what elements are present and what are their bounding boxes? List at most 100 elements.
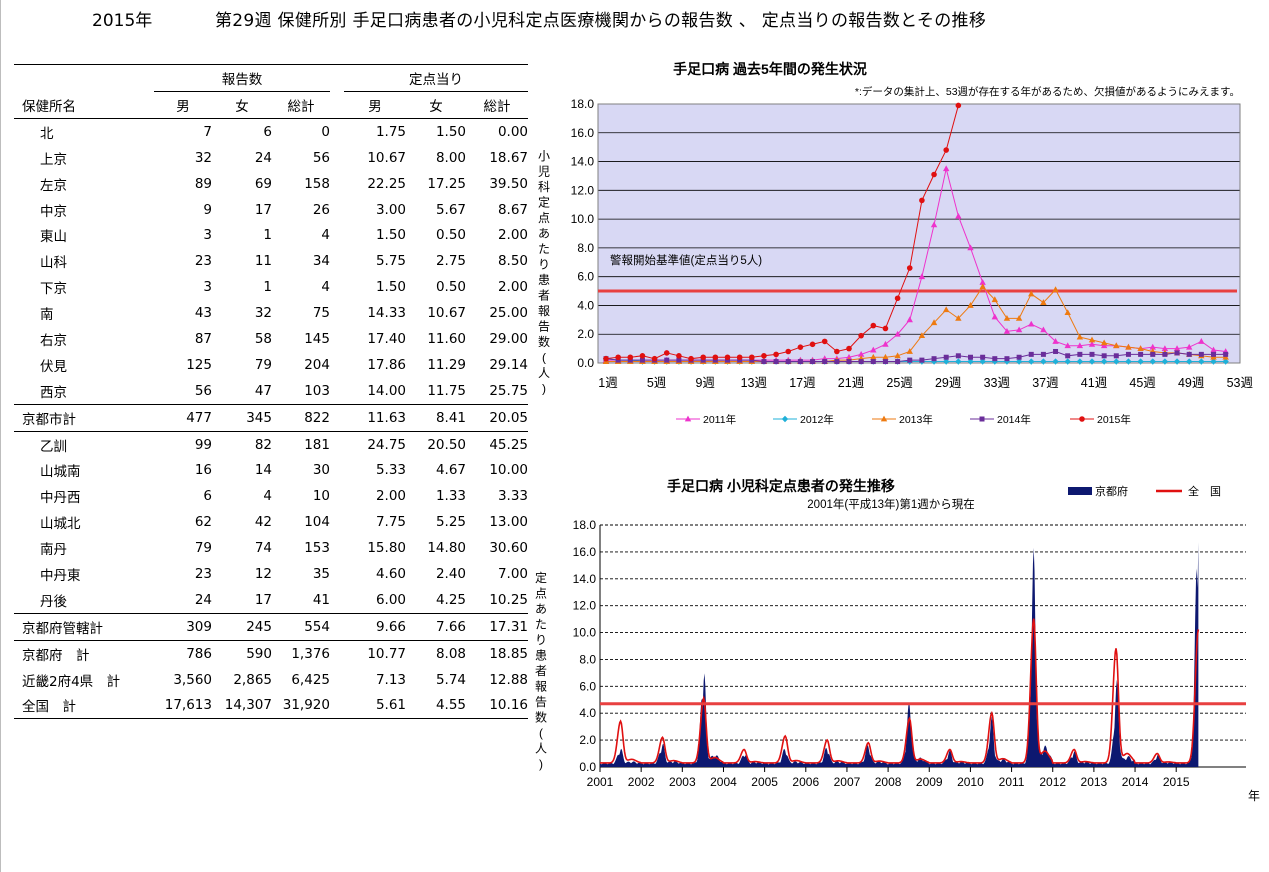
data-point: [773, 351, 779, 358]
data-point: [943, 147, 949, 153]
y-tick-label: 18.0: [573, 518, 597, 532]
data-point: [919, 197, 925, 204]
total-count: 56: [312, 149, 330, 166]
data-point: [870, 346, 877, 353]
x-tick-label: 2005: [751, 775, 778, 789]
data-point: [712, 354, 719, 361]
female-per-site: 14.80: [427, 540, 466, 557]
y-tick-label: 2.0: [579, 733, 596, 747]
data-point: [846, 359, 852, 365]
female-count: 1: [263, 227, 272, 244]
data-point: [858, 359, 864, 365]
data-point: [894, 330, 901, 337]
x-tick-label: 2003: [669, 775, 696, 789]
total-count: 822: [272, 403, 330, 432]
data-point: [870, 353, 877, 360]
female-count: 42: [254, 514, 272, 531]
total-count: 35: [312, 565, 330, 582]
chart-title: 手足口病 過去5年間の発生状況: [673, 61, 867, 77]
male-count: 87: [194, 330, 212, 347]
data-point: [1113, 353, 1119, 359]
data-point: [894, 295, 901, 302]
data-point: [930, 358, 938, 365]
data-point: [1149, 343, 1156, 350]
total-per-site: 0.00: [497, 123, 528, 140]
data-point: [797, 359, 803, 365]
table-row: 中丹東 23 12 35 4.60 2.40 7.00: [14, 561, 528, 587]
data-point: [773, 359, 779, 365]
male-per-site: 22.25: [367, 175, 406, 192]
data-point: [1040, 326, 1047, 333]
data-point: [894, 352, 901, 359]
y-tick-label: 2.0: [577, 327, 594, 341]
total-per-site: 10.16: [466, 692, 528, 720]
health-center-name: 南: [40, 307, 54, 324]
plot-background: [600, 525, 1246, 767]
data-point: [1004, 356, 1010, 362]
data-point: [1211, 351, 1216, 357]
data-point: [712, 357, 718, 363]
data-point: [857, 350, 865, 357]
data-point: [1150, 351, 1156, 357]
data-point: [870, 322, 877, 329]
data-point: [1186, 343, 1193, 350]
female-count: 590: [212, 639, 272, 667]
data-point: [870, 359, 876, 365]
legend-label: 全 国: [1188, 484, 1221, 498]
plot-area: 0.0 2.0 4.0 6.0 8.0 10.0 12.0 14.0 16.0 18.0 2001 2…: [535, 518, 1260, 803]
male-per-site: 10.77: [344, 639, 406, 667]
x-tick-label: 2011: [999, 775, 1025, 789]
data-point: [1077, 351, 1083, 357]
female-count: 17: [254, 591, 272, 608]
data-point: [736, 354, 743, 361]
total-count: 26: [312, 201, 330, 218]
series-2014年: [603, 348, 1229, 365]
data-point: [943, 306, 950, 313]
male-per-site: 9.66: [344, 612, 406, 641]
data-point: [1003, 358, 1011, 365]
data-point: [1100, 358, 1108, 365]
x-tick-label: 45週: [1129, 376, 1156, 390]
data-point: [651, 355, 658, 362]
data-point: [967, 302, 974, 308]
male-count: 786: [154, 639, 212, 667]
female-count: 1: [263, 279, 272, 296]
health-center-name: 京都府管轄計: [14, 612, 154, 641]
health-center-name: 伏見: [40, 358, 67, 375]
data-point: [955, 353, 961, 359]
data-point: [895, 359, 901, 365]
female-count: 12: [254, 565, 272, 582]
data-point: [979, 283, 986, 290]
x-tick-label: 33週: [984, 376, 1011, 390]
total-per-site: 8.67: [497, 201, 528, 218]
male-count: 125: [186, 356, 212, 373]
legend-label: 2013年: [899, 413, 933, 426]
health-center-name: 丹後: [40, 593, 67, 610]
total-count: 6,425: [291, 671, 330, 688]
group-header-reports: 報告数: [154, 64, 330, 92]
female-count: 79: [254, 356, 272, 373]
legend-label: 2015年: [1097, 413, 1131, 426]
total-count: 4: [321, 227, 330, 244]
male-count: 23: [194, 253, 212, 270]
table-row: 全国 計 17,613 14,307 31,920 5.61 4.55 10.16: [14, 692, 528, 720]
table-row: 中丹西 6 4 10 2.00 1.33 3.33: [14, 483, 528, 509]
male-per-site: 1.50: [375, 227, 406, 244]
legend-label: 2014年: [997, 413, 1031, 426]
data-point: [1016, 354, 1022, 360]
table-row: 右京 87 58 145 17.40 11.60 29.00: [14, 326, 528, 352]
female-per-site: 4.25: [435, 591, 466, 608]
alert-threshold-label: 警報開始基準値(定点当り5人): [610, 253, 762, 267]
data-point: [1173, 345, 1181, 352]
chart-subtitle: 2001年(平成13年)第1週から現在: [807, 497, 974, 511]
total-count: 181: [272, 430, 330, 458]
y-tick-label: 16.0: [573, 545, 597, 559]
x-tick-label: 9週: [695, 376, 715, 390]
male-count: 89: [194, 175, 212, 192]
data-point: [1137, 358, 1144, 365]
data-point: [906, 316, 913, 323]
data-point: [882, 340, 889, 347]
total-count: 158: [304, 175, 330, 192]
total-per-site: 25.00: [489, 305, 528, 322]
health-center-name: 乙訓: [14, 430, 154, 458]
